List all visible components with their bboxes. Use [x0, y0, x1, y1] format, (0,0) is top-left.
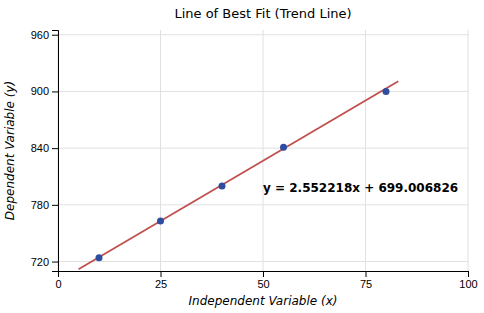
tick: 100 — [459, 271, 477, 290]
tick-label: 720 — [31, 256, 49, 268]
title: Line of Best Fit (Trend Line) — [174, 6, 351, 21]
tick: 960 — [31, 29, 58, 41]
tick-label: 75 — [360, 278, 372, 290]
grid-line — [58, 261, 468, 262]
point — [157, 217, 164, 224]
tick: 25 — [155, 271, 167, 290]
tick-mark — [52, 91, 58, 92]
x-axis: 0 25 50 75 100 — [55, 271, 477, 290]
point — [280, 144, 287, 151]
tick-mark — [52, 205, 58, 206]
tick: 840 — [31, 142, 58, 154]
annotation: y = 2.552218x + 699.006826 — [263, 181, 458, 195]
tick-label: 900 — [31, 85, 49, 97]
trend-line — [79, 81, 399, 269]
grid-line — [58, 204, 468, 205]
tick: 900 — [31, 85, 58, 97]
tick-label: 100 — [459, 278, 477, 290]
tick-label: 25 — [155, 278, 167, 290]
x-axis-title: Independent Variable (x) — [189, 294, 338, 308]
chart: 0 25 50 75 100 720 780 840 900 960 y = 2.552218x +… — [0, 0, 484, 313]
tick-mark — [52, 35, 58, 36]
tick: 720 — [31, 256, 58, 268]
grid-line — [263, 30, 264, 271]
tick-label: 50 — [257, 278, 269, 290]
grid-line — [58, 148, 468, 149]
y-axis: 720 780 840 900 960 — [31, 29, 59, 272]
tick-mark — [263, 271, 264, 277]
tick-label: 960 — [31, 29, 49, 41]
axis-line — [59, 272, 469, 278]
grid-line — [58, 91, 468, 92]
tick-label: 780 — [31, 199, 49, 211]
tick-mark — [52, 262, 58, 263]
y-axis-title: Dependent Variable (y) — [3, 81, 17, 220]
grid-line — [365, 30, 366, 271]
grid-line — [468, 30, 469, 271]
grid-line — [160, 30, 161, 271]
tick-mark — [468, 271, 469, 277]
tick-label: 0 — [55, 278, 61, 290]
axis-line — [52, 31, 59, 272]
grid-line — [58, 34, 468, 35]
tick-mark — [161, 271, 162, 277]
tick: 780 — [31, 199, 58, 211]
tick-mark — [52, 148, 58, 149]
tick: 0 — [55, 271, 61, 290]
point — [383, 88, 390, 95]
tick-label: 840 — [31, 142, 49, 154]
grid — [58, 30, 468, 271]
point — [96, 254, 103, 261]
tick: 50 — [257, 271, 269, 290]
plot-area — [79, 81, 399, 269]
point — [219, 182, 226, 189]
tick: 75 — [360, 271, 372, 290]
tick-mark — [366, 271, 367, 277]
